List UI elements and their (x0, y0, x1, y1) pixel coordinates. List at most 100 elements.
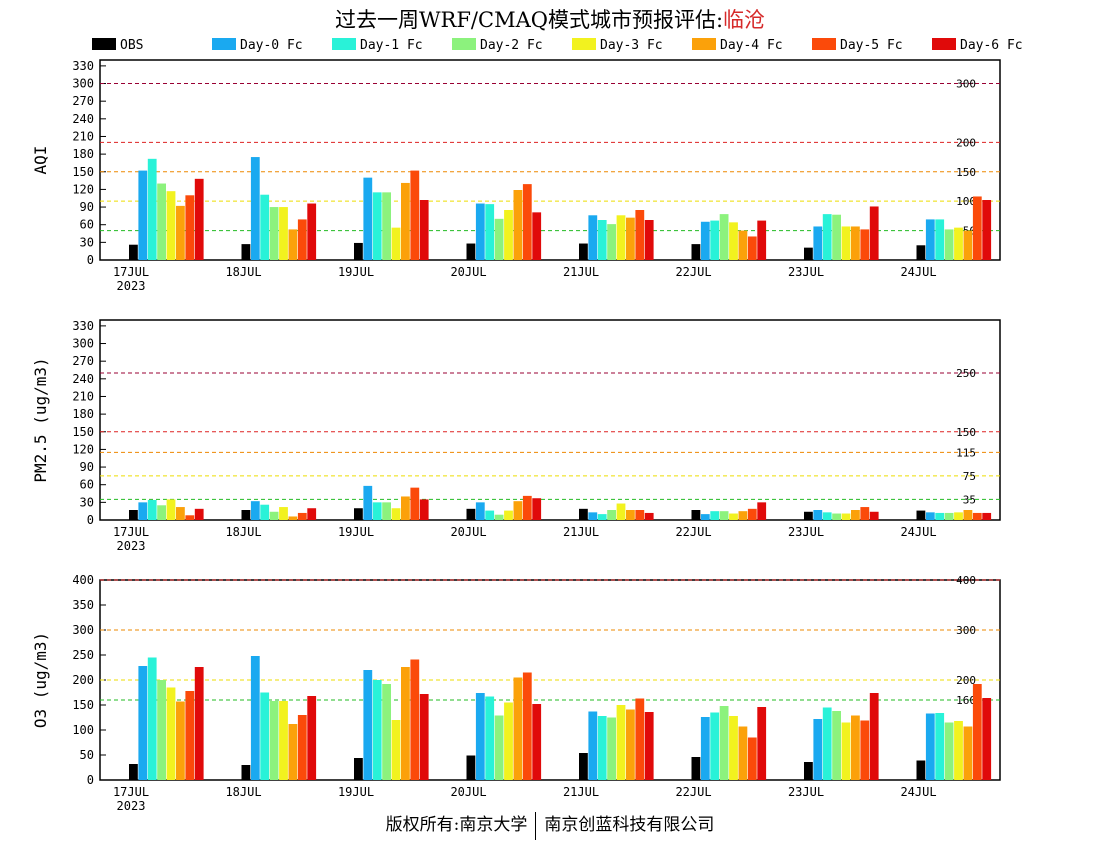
panel-0-xtick-label-0: 17JUL (113, 265, 149, 279)
bar-p1-c7-s6 (972, 512, 982, 520)
bar-p0-c5-s3 (719, 214, 729, 260)
bar-p1-c6-s2 (822, 512, 832, 520)
bar-p1-c1-s5 (288, 516, 298, 520)
panel-1-ytick-label-0: 0 (87, 513, 94, 527)
bar-p0-c7-s6 (972, 196, 982, 260)
bar-p0-c2-s7 (419, 200, 429, 260)
bar-p2-c3-s0 (466, 755, 476, 780)
bar-p1-c2-s7 (419, 499, 429, 520)
bar-p1-c0-s5 (176, 507, 185, 520)
bar-p2-c0-s6 (185, 691, 195, 780)
panel-2-threshold-label-3: 400 (956, 574, 976, 587)
bar-p1-c2-s4 (391, 508, 401, 520)
bar-p0-c0-s1 (138, 170, 148, 260)
bar-p0-c5-s5 (738, 230, 748, 260)
bar-p2-c5-s6 (747, 737, 757, 780)
panel-1-threshold-label-0: 35 (963, 493, 976, 506)
bar-p1-c0-s7 (194, 508, 204, 520)
panel-2-xtick-label-1: 18JUL (225, 785, 261, 799)
bar-p2-c2-s6 (410, 659, 420, 780)
bar-p0-c1-s2 (260, 194, 270, 260)
chart-title-prefix: 过去一周WRF/CMAQ模式城市预报评估: (334, 8, 724, 32)
bar-p1-c2-s1 (363, 485, 373, 520)
bar-p2-c6-s3 (832, 711, 841, 780)
bar-p0-c3-s2 (485, 204, 495, 260)
bar-p0-c7-s3 (944, 229, 954, 260)
panel-0-ytick-label-3: 90 (80, 200, 94, 214)
panel-2-ytick-label-8: 400 (72, 573, 94, 587)
bar-p0-c0-s5 (176, 205, 185, 260)
bar-p0-c1-s5 (288, 229, 298, 260)
bar-p1-c7-s4 (954, 512, 963, 520)
bar-p1-c3-s5 (513, 501, 523, 520)
bar-p1-c7-s3 (944, 512, 954, 520)
panel-2-threshold-label-1: 200 (956, 674, 976, 687)
bar-p0-c4-s5 (626, 217, 635, 260)
bar-p0-c5-s2 (710, 220, 720, 260)
bar-p2-c6-s2 (822, 707, 832, 780)
panel-0-frame (99, 59, 1001, 261)
bar-p0-c2-s5 (401, 182, 410, 260)
panel-1-ytick-label-6: 180 (72, 407, 94, 421)
panel-0-threshold-label-4: 300 (956, 78, 976, 91)
bar-p0-c4-s4 (616, 215, 626, 260)
bar-p1-c1-s1 (250, 501, 260, 520)
bar-p2-c5-s4 (729, 716, 738, 780)
bar-p1-c7-s1 (925, 512, 935, 520)
bar-p0-c3-s3 (494, 218, 504, 260)
bar-p0-c7-s5 (963, 230, 973, 260)
bar-p2-c1-s1 (250, 656, 260, 780)
bar-p0-c4-s6 (635, 210, 645, 260)
bar-p2-c2-s7 (419, 694, 429, 780)
panel-2-year-label: 2023 (117, 799, 146, 813)
bar-p0-c3-s0 (466, 243, 476, 260)
bar-p1-c2-s2 (372, 502, 382, 520)
bar-p2-c4-s2 (597, 716, 607, 780)
bar-p2-c3-s2 (485, 696, 495, 780)
panel-0-ytick-label-7: 210 (72, 129, 94, 143)
bar-p2-c2-s5 (401, 667, 410, 780)
legend-swatch-6 (812, 38, 836, 50)
bar-p0-c0-s6 (185, 195, 195, 260)
bar-p2-c1-s2 (260, 692, 270, 780)
bar-p2-c6-s6 (860, 720, 870, 780)
bar-p0-c5-s7 (757, 220, 767, 260)
bar-p0-c2-s6 (410, 170, 420, 260)
bar-p1-c5-s4 (729, 513, 738, 520)
bar-p2-c5-s5 (738, 726, 748, 780)
bar-p1-c4-s4 (616, 503, 626, 520)
panel-0-ytick-label-4: 120 (72, 182, 94, 196)
bar-p1-c0-s3 (157, 505, 166, 520)
bar-p2-c0-s3 (157, 680, 166, 780)
legend-label-4: Day-3 Fc (600, 38, 663, 53)
bar-p1-c2-s3 (382, 502, 391, 520)
bar-p1-c0-s2 (147, 500, 157, 520)
panel-1-ytick-label-10: 300 (72, 337, 94, 351)
panel-0-ytick-label-6: 180 (72, 147, 94, 161)
bar-p1-c6-s6 (860, 507, 870, 520)
panel-2-xtick-label-7: 24JUL (900, 785, 936, 799)
panel-2-xtick-label-2: 19JUL (338, 785, 374, 799)
bar-p0-c4-s7 (644, 220, 654, 260)
panel-1-ytick-label-4: 120 (72, 442, 94, 456)
bar-p1-c1-s6 (297, 512, 307, 520)
panel-0-ytick-label-11: 330 (72, 59, 94, 73)
panel-0-ytick-label-8: 240 (72, 112, 94, 126)
panel-1-xtick-label-3: 20JUL (450, 525, 486, 539)
panel-2-ytick-label-1: 50 (80, 748, 94, 762)
bar-p1-c3-s4 (504, 510, 513, 520)
panel-1-year-label: 2023 (117, 539, 146, 553)
panel-1-ytick-label-11: 330 (72, 319, 94, 333)
legend-swatch-4 (572, 38, 596, 50)
bar-p0-c0-s7 (194, 178, 204, 260)
bar-p2-c0-s0 (129, 764, 138, 780)
bar-p1-c0-s6 (185, 515, 195, 520)
bar-p1-c4-s6 (635, 510, 645, 520)
bar-p2-c7-s5 (963, 726, 973, 780)
bar-p0-c6-s2 (822, 214, 832, 260)
bar-p2-c6-s1 (813, 719, 823, 780)
panel-2-ytick-label-4: 200 (72, 673, 94, 687)
bar-p2-c7-s7 (982, 698, 992, 780)
bar-p2-c5-s1 (700, 717, 710, 780)
